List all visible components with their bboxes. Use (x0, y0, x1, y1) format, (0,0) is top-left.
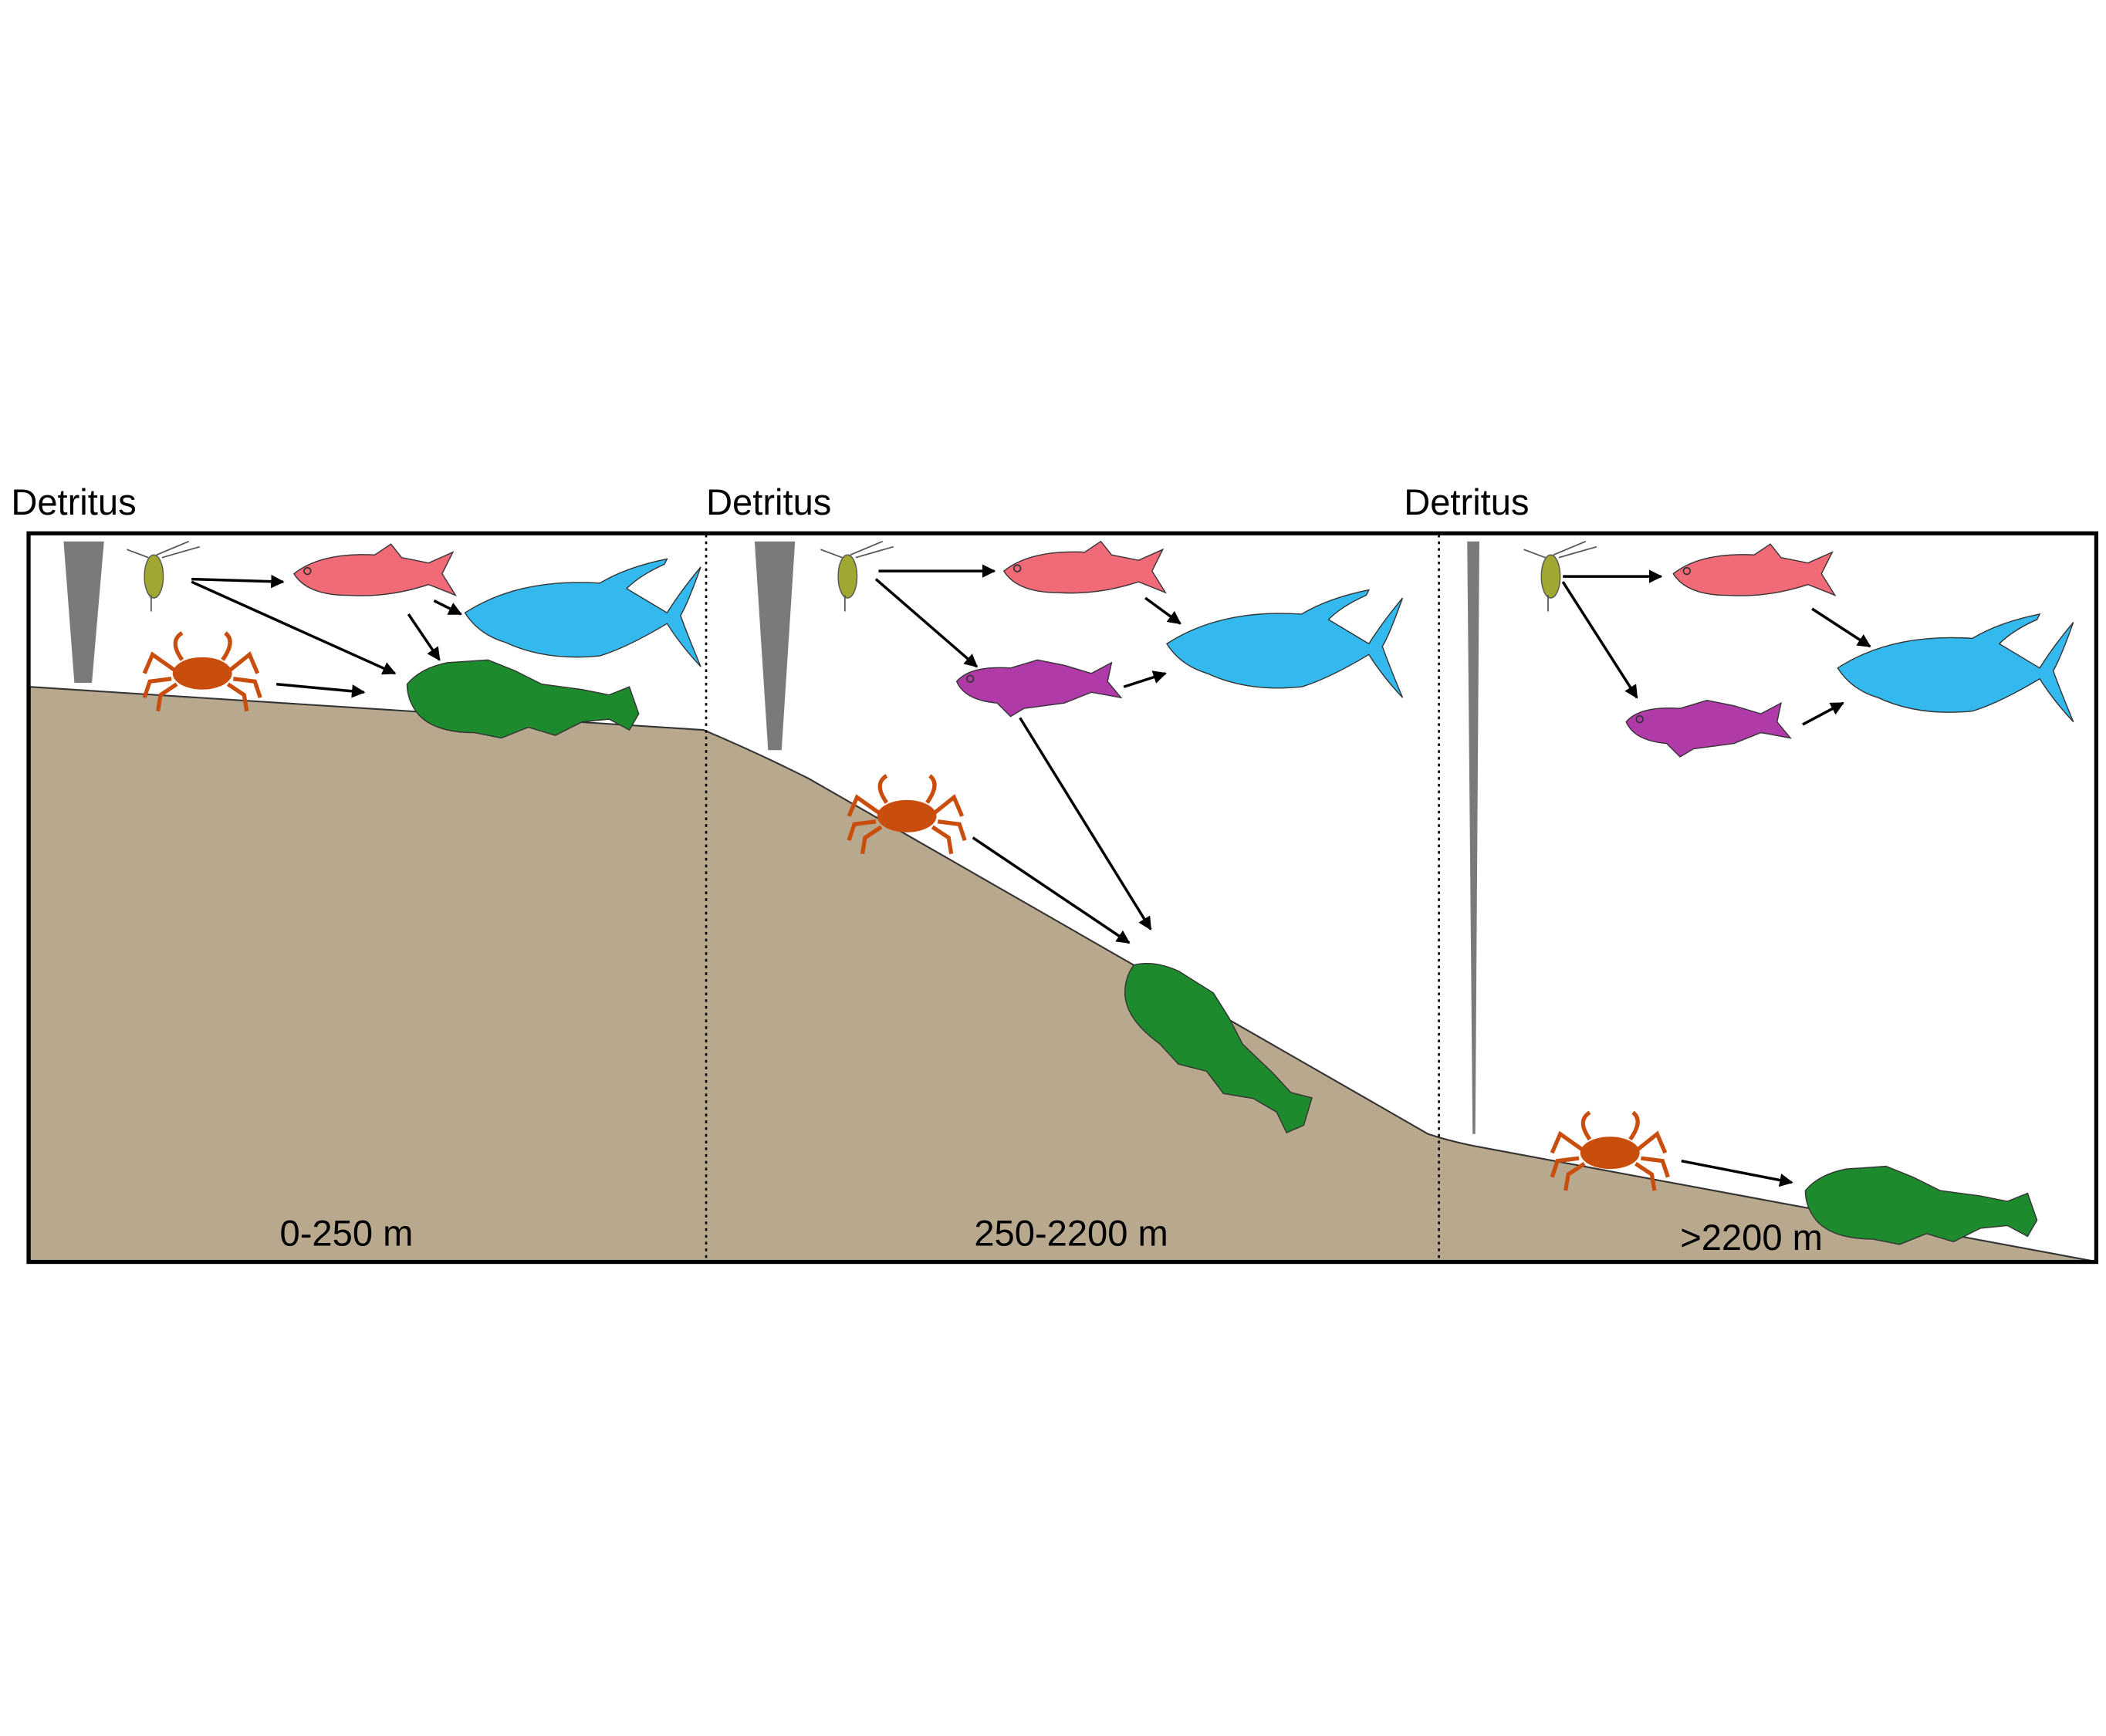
depth-label: 0-250 m (280, 1213, 414, 1254)
depth-label: 250-2200 m (974, 1213, 1168, 1254)
tuna (464, 558, 701, 667)
source-label: Detritus (706, 481, 831, 522)
forage-fish (293, 543, 457, 596)
lanternfish (955, 659, 1122, 718)
krill (126, 540, 201, 613)
forage-fish (1672, 543, 1836, 596)
krill (820, 540, 894, 613)
tuna (1166, 589, 1404, 698)
seabed (29, 686, 2098, 1263)
trophic-links (191, 564, 1871, 1187)
source-label: Detritus (11, 481, 136, 522)
detritus-flux (754, 541, 796, 751)
lanternfish (1625, 699, 1792, 758)
depth-label: >2200 m (1680, 1217, 1823, 1258)
tuna (1837, 613, 2074, 723)
cod (1804, 1165, 2038, 1245)
source-label: Detritus (1404, 481, 1529, 522)
forage-fish (1002, 540, 1167, 594)
detritus-flux (1467, 541, 1479, 1134)
detritus-flux (63, 541, 104, 683)
frame (26, 531, 2099, 1265)
